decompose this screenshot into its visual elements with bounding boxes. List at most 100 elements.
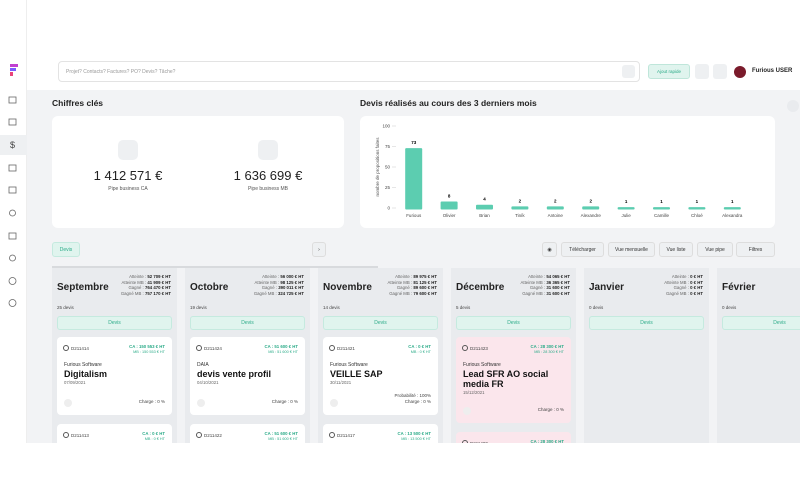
- month-column: Décembre Atteinte : 54 065 € HT Atteinte M…: [451, 268, 576, 443]
- calendar-button[interactable]: [695, 64, 709, 79]
- month-column: Octobre Atteinte : 56 000 € HT Atteinte MB…: [185, 268, 310, 443]
- stat-label: Atteinte :: [129, 274, 147, 279]
- nav-icon[interactable]: [8, 277, 17, 285]
- month-name: Février: [722, 282, 756, 293]
- next-button[interactable]: ›: [312, 242, 326, 257]
- quote-count: 19 devis: [190, 305, 207, 310]
- add-quote-button[interactable]: Devis: [57, 316, 172, 330]
- add-quote-button[interactable]: Devis: [323, 316, 438, 330]
- quote-card[interactable]: D211422 CA : 51 600 € HT MB : 51 600 € HT: [190, 424, 305, 443]
- side-toggle[interactable]: [787, 100, 799, 112]
- add-quote-button[interactable]: Devis: [589, 316, 704, 330]
- bar: [723, 207, 741, 210]
- stat-label: Gagné MB :: [522, 290, 546, 296]
- nav-active: [0, 135, 27, 155]
- search-button[interactable]: [622, 65, 635, 78]
- card-icon: [462, 440, 468, 443]
- stat-label: Atteinte :: [395, 274, 413, 279]
- toolbar-button[interactable]: Télécharger: [561, 242, 604, 257]
- quote-card[interactable]: D211424 CA : 51 600 € HT MB : 51 600 € HT D…: [190, 337, 305, 415]
- quote-code: D211414: [71, 346, 89, 351]
- y-tick-label: 100: [382, 124, 390, 129]
- stat-label: Atteinte :: [528, 274, 546, 279]
- y-tick-label: 25: [385, 185, 391, 190]
- quote-title-text: devis vente profil: [197, 369, 272, 379]
- stat-line: Gagné MB : 0 € HT: [664, 291, 703, 297]
- stat-value: 54 065 € HT: [546, 274, 570, 279]
- avatar[interactable]: [734, 66, 746, 78]
- stat-value: 41 909 € HT: [147, 279, 171, 285]
- scrollbar: [52, 266, 378, 268]
- metric-icon: [118, 140, 138, 160]
- quote-date: 04/10/2021: [197, 380, 219, 385]
- nav-icon[interactable]: [8, 118, 17, 126]
- bar-value-label: 8: [448, 193, 451, 198]
- notification-button[interactable]: [713, 64, 727, 79]
- quote-mb: MB : 0 € HT: [144, 437, 165, 441]
- quote-ca: CA : 13 500 € HT: [397, 431, 431, 436]
- bar: [546, 206, 564, 210]
- quote-count: 5 devis: [456, 305, 471, 310]
- quote-ca: CA : 51 600 € HT: [264, 431, 298, 436]
- quote-charge: Charge : 0 %: [138, 399, 165, 404]
- x-tick-label: Furious: [406, 213, 422, 218]
- nav-icon[interactable]: [8, 299, 17, 307]
- bar-value-label: 73: [411, 140, 417, 145]
- stat-value: 79 600 € HT: [413, 290, 437, 296]
- month-name: Novembre: [323, 282, 372, 293]
- quote-company: Furious Software: [463, 362, 501, 368]
- bar: [617, 207, 635, 210]
- toolbar-button[interactable]: Vue mensuelle: [608, 242, 655, 257]
- quote-card[interactable]: D211421 CA : 0 € HT MB : 0 € HT Furious Sof…: [323, 337, 438, 415]
- nav-icon[interactable]: [9, 209, 16, 217]
- month-stats: Atteinte : 52 709 € HT Atteinte MB : 41 9…: [121, 274, 171, 296]
- nav-icon[interactable]: [8, 96, 17, 104]
- quote-code: D211422: [204, 433, 222, 438]
- stat-label: Atteinte MB :: [121, 279, 147, 285]
- quote-code: D211413: [71, 433, 89, 438]
- nav-icon[interactable]: [8, 186, 17, 194]
- stat-line: Atteinte MB : 36 365 € HT: [521, 280, 570, 286]
- quick-add-button[interactable]: Ajout rapide: [648, 64, 690, 79]
- stat-line: Atteinte : 89 975 € HT: [388, 274, 437, 280]
- nav-icon[interactable]: [8, 164, 17, 172]
- quote-card[interactable]: D211423 CA : 28 300 € HT MB : 28 300 € HT F…: [456, 337, 571, 423]
- stat-label: Gagné :: [529, 285, 546, 291]
- x-tick-label: Chloé: [691, 213, 703, 218]
- card-icon: [63, 432, 69, 438]
- metric-value: 1 412 571 €: [93, 168, 163, 183]
- x-tick-label: Julie: [621, 213, 631, 218]
- stat-value: 52 709 € HT: [147, 274, 171, 279]
- stat-line: Gagné MB : 757 170 € HT: [121, 291, 171, 297]
- quote-card[interactable]: D211417 CA : 13 500 € HT MB : 13 500 € HT: [323, 424, 438, 443]
- toolbar-button[interactable]: Vue pipe: [697, 242, 733, 257]
- quote-title: Lead SFR AO social media FR 15/12/2021: [463, 369, 571, 396]
- quote-card[interactable]: D211413 CA : 0 € HT MB : 0 € HT: [57, 424, 172, 443]
- quote-card[interactable]: D211414 CA : 150 553 € HT MB : 150 553 € H…: [57, 337, 172, 415]
- stat-line: Gagné : 31 600 € HT: [521, 285, 570, 291]
- stat-line: Atteinte MB : 81 125 € HT: [388, 280, 437, 286]
- nav-icon[interactable]: $: [10, 140, 15, 150]
- add-quote-label: Devis: [773, 320, 786, 326]
- bar: [653, 207, 670, 210]
- key-figures-card: [52, 116, 344, 228]
- toolbar-button[interactable]: Vue liste: [659, 242, 693, 257]
- user-name[interactable]: Furious USER: [752, 68, 793, 74]
- quote-mb: MB : 51 600 € HT: [268, 437, 298, 441]
- bar-value-label: 1: [625, 199, 628, 204]
- quote-title: VEILLE SAP 30/11/2021: [330, 369, 438, 386]
- bar: [405, 148, 423, 210]
- add-quote-button[interactable]: Devis: [456, 316, 571, 330]
- new-quote-button[interactable]: Devis: [52, 242, 80, 257]
- nav-icon[interactable]: [9, 254, 16, 262]
- y-tick-label: 0: [387, 206, 390, 211]
- add-quote-button[interactable]: Devis: [190, 316, 305, 330]
- view-toggle[interactable]: ◉: [542, 242, 557, 257]
- nav-icon[interactable]: [8, 232, 17, 240]
- search-bar[interactable]: Projet? Contacts? Factures? PO? Devis? T…: [58, 61, 640, 82]
- month-column: Septembre Atteinte : 52 709 € HT Atteinte …: [52, 268, 177, 443]
- toolbar-button[interactable]: Filtres: [736, 242, 775, 257]
- add-quote-button[interactable]: Devis: [722, 316, 800, 330]
- quote-count: 25 devis: [57, 305, 74, 310]
